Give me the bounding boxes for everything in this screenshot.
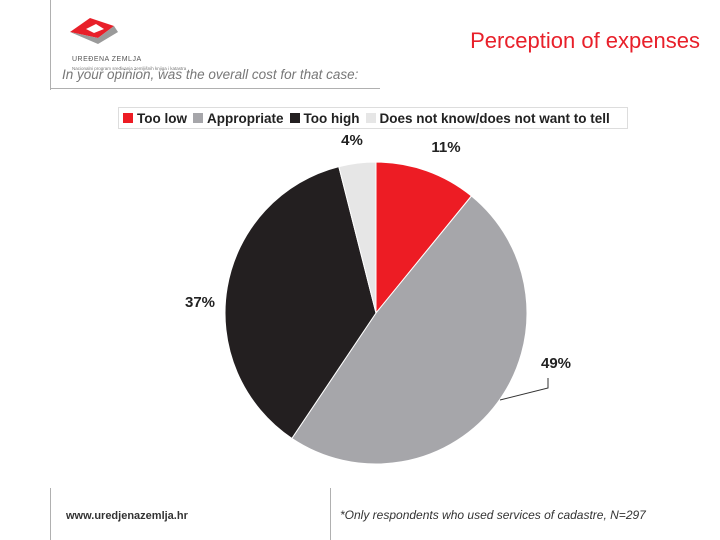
legend-item-too-low: Too low xyxy=(123,111,187,126)
logo-gray-shape xyxy=(70,26,118,44)
header-divider-vertical xyxy=(50,0,51,90)
legend-label-too-low: Too low xyxy=(137,110,187,126)
logo-white-shape xyxy=(86,24,104,33)
legend-label-does-not-know: Does not know/does not want to tell xyxy=(379,110,610,126)
legend-item-appropriate: Appropriate xyxy=(193,111,284,126)
legend-label-too-high: Too high xyxy=(303,110,360,126)
footer-divider-left xyxy=(50,488,51,540)
legend-label-appropriate: Appropriate xyxy=(207,110,284,126)
footer-website-link[interactable]: www.uredjenazemlja.hr xyxy=(66,510,188,522)
legend-swatch-too-low xyxy=(123,113,133,123)
leader-line-appropriate xyxy=(499,378,549,401)
data-label-too-high: 37% xyxy=(185,294,215,311)
footer-note: *Only respondents who used services of c… xyxy=(340,508,646,522)
chart-legend: Too low Appropriate Too high Does not kn… xyxy=(118,107,628,129)
legend-swatch-does-not-know xyxy=(365,113,376,123)
header-divider-horizontal xyxy=(50,88,380,89)
pie-slice-does-not-know xyxy=(338,161,377,314)
logo-mark xyxy=(70,18,118,44)
legend-swatch-appropriate xyxy=(193,113,203,123)
logo-subtitle: Nacionalni program sređivanja zemljišnih… xyxy=(72,66,187,71)
data-label-appropriate: 49% xyxy=(541,355,571,372)
page-title: Perception of expenses xyxy=(470,28,700,53)
legend-swatch-too-high xyxy=(289,113,300,123)
legend-item-does-not-know: Does not know/does not want to tell xyxy=(365,110,610,126)
survey-question: In your opinion, was the overall cost fo… xyxy=(62,67,359,82)
data-label-too-low: 11% xyxy=(431,139,460,156)
data-label-does-not-know: 4% xyxy=(341,132,363,149)
pie-slice-too-high xyxy=(224,166,377,440)
logo-name: UREĐENA ZEMLJA xyxy=(72,56,142,63)
logo: UREĐENA ZEMLJA Nacionalni program sređiv… xyxy=(62,12,232,72)
pie-slice-too-low xyxy=(375,161,473,315)
pie-slice-appropriate xyxy=(291,195,528,465)
footer-divider-middle xyxy=(330,488,331,540)
legend-item-too-high: Too high xyxy=(289,110,360,126)
